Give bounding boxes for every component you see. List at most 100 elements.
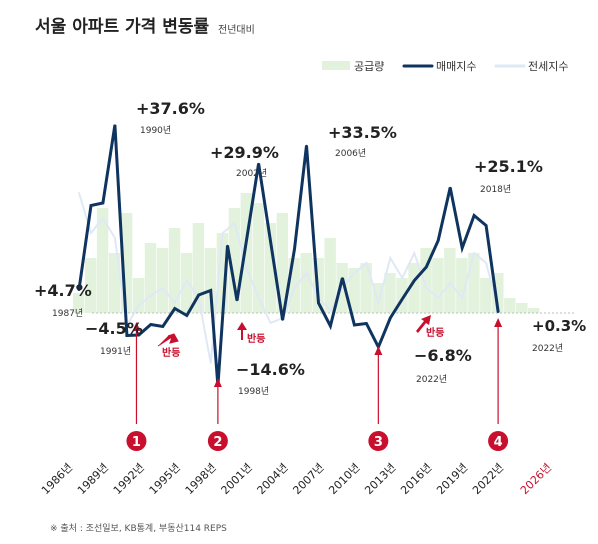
supply-bar-2003 <box>264 223 276 313</box>
sale-line-point-1 <box>90 204 92 207</box>
jeonse-line-point-13 <box>233 222 236 224</box>
supply-bar-2013 <box>384 273 396 313</box>
event-marker-4 <box>488 431 509 451</box>
sale-line-point-29 <box>437 239 440 242</box>
sale-line-point-2 <box>102 202 104 204</box>
jeonse-line-point-6 <box>150 294 152 297</box>
sale-line-point-17 <box>293 248 296 250</box>
supply-bar-1999 <box>216 233 229 313</box>
sale-line-point-22 <box>353 324 356 326</box>
sale-line-point-23 <box>365 322 368 325</box>
event-marker-1 <box>126 431 147 451</box>
legend-supply-swatch <box>322 61 350 70</box>
supply-bar-1988 <box>85 258 97 313</box>
supply-bar-1987 <box>73 293 85 313</box>
annot-value-2018: +25.1% <box>474 157 543 176</box>
jeonse-line-point-0 <box>78 192 80 194</box>
annot-year-1990: 1990년 <box>140 125 171 136</box>
supply-bar-1989 <box>96 208 109 313</box>
x-tick-label-2007: 2007년 <box>290 461 326 497</box>
jeonse-line-point-12 <box>221 232 224 234</box>
sale-line-point-3 <box>114 124 116 126</box>
jeonse-line-point-14 <box>245 267 248 269</box>
annot-year-2002: 2002년 <box>236 168 267 179</box>
x-tick-label-2016: 2016년 <box>398 461 434 497</box>
supply-bar-1993 <box>144 243 157 313</box>
supply-bar-2015 <box>408 263 420 313</box>
supply-bar-2005 <box>288 258 300 313</box>
jeonse-line-point-8 <box>174 302 176 304</box>
annot-year-1991: 1991년 <box>100 346 131 357</box>
sale-line-point-31 <box>461 247 464 249</box>
legend-sale-label: 매매지수 <box>436 60 476 73</box>
jeonse-line-point-24 <box>365 262 368 264</box>
jeonse-line-point-32 <box>461 297 464 299</box>
x-tick-label-1995: 1995년 <box>147 461 183 497</box>
annot-value-2012: −6.8% <box>414 346 472 365</box>
rebound-arrow-3 <box>416 315 431 333</box>
event-marker-2 <box>207 431 228 451</box>
sale-line-point-15 <box>257 162 260 165</box>
jeonse-line-point-5 <box>138 304 140 307</box>
x-tick-label-1989: 1989년 <box>75 461 111 497</box>
event-marker-number-1: 1 <box>132 435 141 450</box>
supply-bar-2011 <box>360 263 372 313</box>
x-tick-label-2026: 2026년 <box>518 461 554 497</box>
sale-line-point-19 <box>317 302 320 304</box>
event-marker-number-2: 2 <box>213 435 222 450</box>
annot-year-2022: 2022년 <box>532 343 563 354</box>
jeonse-line-point-27 <box>401 277 404 279</box>
rebound-label-2: 반등 <box>247 332 265 345</box>
supply-bar-2000 <box>228 208 241 313</box>
annot-year-2018: 2018년 <box>480 184 511 195</box>
annot-year-2006: 2006년 <box>335 148 366 159</box>
sale-line-point-27 <box>413 279 416 282</box>
annot-year-1987: 1987년 <box>52 308 83 319</box>
sale-line-point-30 <box>449 186 452 189</box>
sale-line-point-25 <box>389 317 392 319</box>
jeonse-line-point-28 <box>413 252 416 254</box>
jeonse-line-point-23 <box>353 272 356 274</box>
x-tick-label-1986: 1986년 <box>39 461 75 497</box>
sale-line-point-21 <box>341 277 344 279</box>
sale-line-point-14 <box>236 299 238 302</box>
rebound-label-3: 반등 <box>426 326 444 339</box>
event-arrowhead-4 <box>494 318 503 327</box>
jeonse-line-point-15 <box>257 297 260 299</box>
supply-bar-2021 <box>480 278 492 313</box>
annot-value-1990: +37.6% <box>136 99 205 118</box>
sale-line-point-13 <box>226 244 229 247</box>
event-marker-3 <box>368 431 389 451</box>
x-tick-label-1998: 1998년 <box>183 461 219 497</box>
sale-line-group <box>77 124 500 387</box>
supply-bar-1990 <box>108 253 121 313</box>
rebound-arrow-1 <box>157 333 179 347</box>
supply-bar-1994 <box>156 248 169 313</box>
sale-line-point-0 <box>78 288 80 291</box>
jeonse-line-point-1 <box>90 232 92 234</box>
event-arrowhead-2 <box>213 378 222 387</box>
source-note: ※ 출처 : 조선일보, KB통계, 부동산114 REPS <box>50 522 227 534</box>
sale-line-point-18 <box>305 144 308 147</box>
x-tick-label-2010: 2010년 <box>326 461 362 497</box>
chart-subtitle: 전년대비 <box>218 24 255 36</box>
sale-line-point-6 <box>150 323 152 326</box>
x-axis: 1986년 1989년 1992년 1995년 1998년 2001년 2004년 2007년… <box>39 461 554 497</box>
event-marker-number-3: 3 <box>374 435 383 450</box>
supply-bar-2014 <box>396 278 408 313</box>
chart-title: 서울 아파트 가격 변동률 <box>35 17 210 37</box>
sale-line-point-11 <box>209 289 212 292</box>
rebound-arrow-2 <box>237 322 247 340</box>
annot-value-1991: −4.5% <box>85 319 143 338</box>
jeonse-line-point-7 <box>162 287 164 289</box>
x-tick-label-2019: 2019년 <box>434 461 470 497</box>
jeonse-line-point-11 <box>209 362 212 364</box>
annot-value-2022: +0.3% <box>532 317 586 335</box>
annot-year-1998: 1998년 <box>238 386 269 397</box>
jeonse-line-point-19 <box>305 272 308 274</box>
annotations: +4.7% 1987년 +37.6% 1990년 −4.5% 1991년 −14… <box>34 99 586 397</box>
jeonse-line-point-30 <box>437 297 440 299</box>
sale-line-point-7 <box>162 325 164 328</box>
